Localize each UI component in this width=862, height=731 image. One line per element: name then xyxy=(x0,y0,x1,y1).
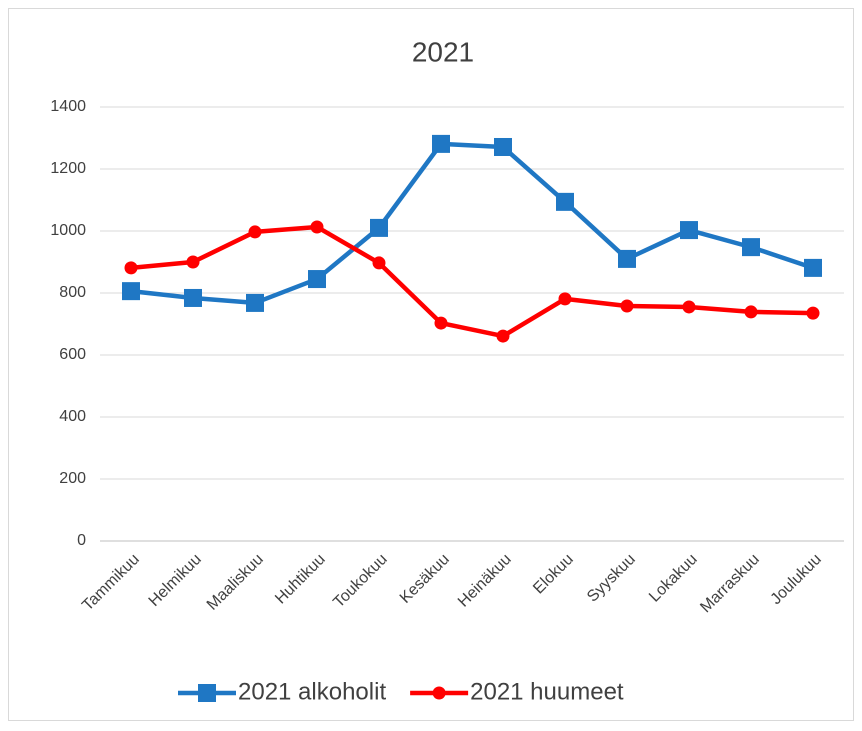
marker xyxy=(744,305,758,319)
marker xyxy=(620,299,634,313)
legend-item: 2021 alkoholit xyxy=(178,678,386,705)
y-tick-label: 1200 xyxy=(50,160,86,177)
marker xyxy=(432,134,450,153)
chart-frame xyxy=(8,8,854,721)
marker xyxy=(682,300,696,314)
marker xyxy=(804,258,822,277)
legend-label: 2021 huumeet xyxy=(470,678,624,705)
marker xyxy=(434,316,448,330)
marker xyxy=(372,256,386,270)
y-tick-label: 0 xyxy=(77,532,86,549)
series-line xyxy=(130,224,814,339)
y-tick-label: 1000 xyxy=(50,222,86,239)
marker xyxy=(618,249,636,268)
marker xyxy=(496,329,510,343)
legend-marker xyxy=(432,686,446,700)
chart-title: 2021 xyxy=(412,36,474,67)
marker xyxy=(308,270,326,289)
marker xyxy=(556,192,574,211)
marker xyxy=(124,261,138,275)
marker xyxy=(186,255,200,269)
y-tick-label: 200 xyxy=(59,470,86,487)
series-line xyxy=(130,141,814,306)
marker xyxy=(494,137,512,156)
marker xyxy=(558,292,572,306)
marker xyxy=(246,293,264,312)
legend-label: 2021 alkoholit xyxy=(238,678,386,705)
marker xyxy=(310,220,324,234)
marker xyxy=(742,238,760,257)
marker xyxy=(122,282,140,301)
marker xyxy=(184,288,202,307)
legend-item: 2021 huumeet xyxy=(410,678,624,705)
marker xyxy=(248,225,262,239)
legend-marker xyxy=(198,684,216,702)
marker xyxy=(370,218,388,237)
y-tick-label: 600 xyxy=(59,346,86,363)
marker xyxy=(680,221,698,240)
y-tick-label: 400 xyxy=(59,408,86,425)
marker xyxy=(806,306,820,320)
y-tick-label: 800 xyxy=(59,284,86,301)
y-tick-label: 1400 xyxy=(50,98,86,115)
